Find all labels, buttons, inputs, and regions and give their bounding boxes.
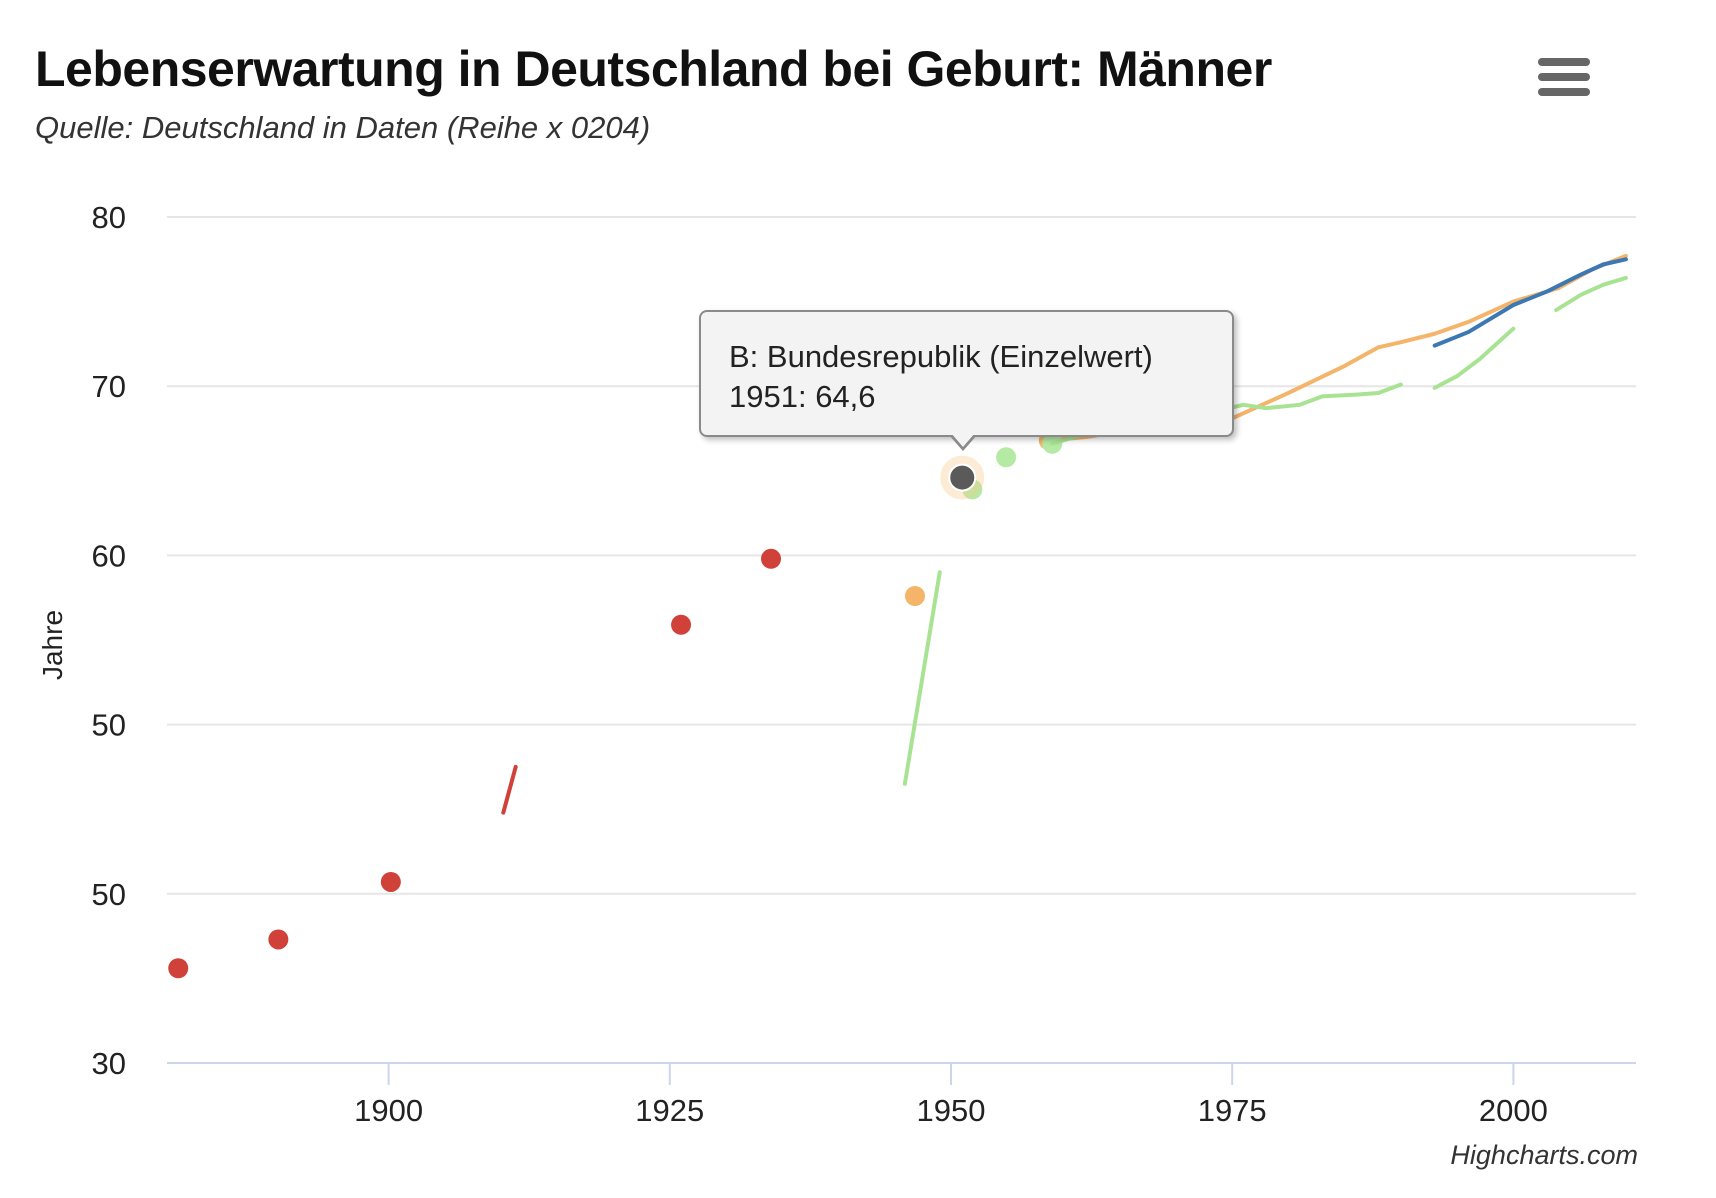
- y-tick-label: 50: [92, 877, 126, 912]
- tooltip: B: Bundesrepublik (Einzelwert) 1951: 64,…: [699, 310, 1234, 437]
- data-point: [268, 929, 289, 950]
- chart-subtitle: Quelle: Deutschland in Daten (Reihe x 02…: [35, 110, 651, 145]
- chart-title: Lebenserwartung in Deutschland bei Gebur…: [35, 41, 1272, 97]
- tooltip-series: B: Bundesrepublik (Einzelwert): [729, 339, 1153, 374]
- y-tick-label: 60: [92, 538, 126, 573]
- data-point: [671, 614, 692, 635]
- y-tick-label: 50: [92, 708, 126, 743]
- data-point: [904, 586, 925, 607]
- x-tick-label: 1975: [1198, 1093, 1267, 1128]
- data-point: [168, 958, 189, 979]
- series-line: [1432, 326, 1516, 390]
- credits-link[interactable]: Highcharts.com: [1450, 1140, 1638, 1170]
- y-tick-label: 70: [92, 369, 126, 404]
- x-tick-label: 1950: [917, 1093, 986, 1128]
- series-line: [1432, 257, 1628, 348]
- highlighted-point: [948, 463, 977, 492]
- data-point: [996, 447, 1017, 468]
- menu-hamburger-icon[interactable]: [1538, 58, 1590, 98]
- series-line: [501, 764, 518, 815]
- y-tick-label: 80: [92, 200, 126, 235]
- tooltip-value: 1951: 64,6: [729, 379, 876, 414]
- x-tick-label: 1925: [635, 1093, 704, 1128]
- data-point: [761, 548, 782, 569]
- x-tick-label: 2000: [1479, 1093, 1548, 1128]
- y-axis-title: Jahre: [37, 610, 68, 680]
- y-tick-label: 30: [92, 1046, 126, 1081]
- series-line: [1554, 275, 1628, 313]
- series-line: [902, 570, 942, 786]
- data-point: [380, 871, 401, 892]
- x-tick-label: 1900: [354, 1093, 423, 1128]
- tooltip-arrow-fill: [951, 433, 975, 447]
